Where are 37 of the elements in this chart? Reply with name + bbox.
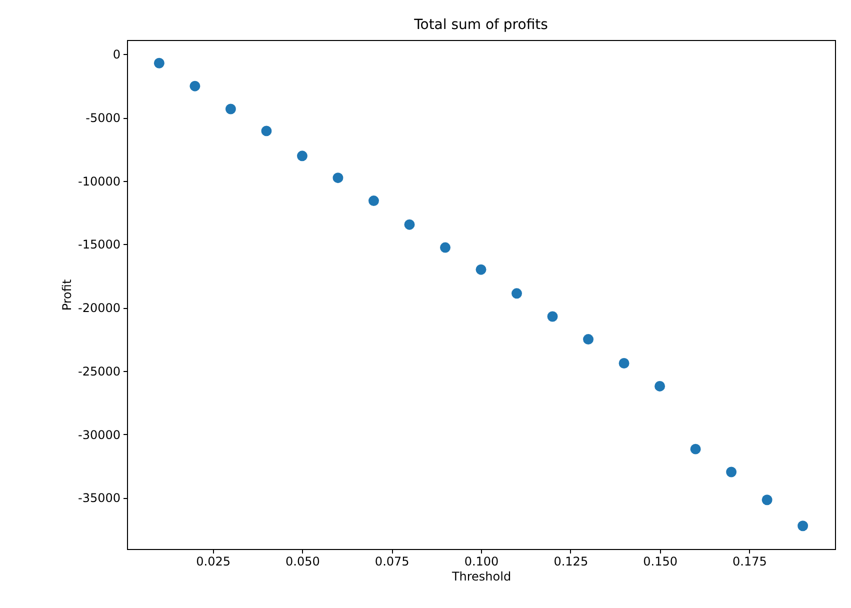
chart-title: Total sum of profits (413, 17, 548, 33)
point (296, 150, 308, 162)
point (440, 242, 450, 253)
y-axis-title: Profit (60, 279, 74, 311)
x-tick-label: 0.050 (286, 554, 320, 568)
point (261, 126, 272, 136)
point (654, 380, 666, 392)
x-tick-label: 0.125 (554, 554, 588, 568)
point (332, 172, 344, 184)
y-tick-label: -25000 (78, 364, 120, 378)
point (583, 334, 594, 345)
point (618, 358, 630, 368)
x-tick-label: 0.175 (732, 554, 767, 568)
point (726, 466, 737, 478)
y-tick-label: -10000 (78, 174, 120, 188)
point (190, 80, 200, 92)
point (154, 58, 164, 68)
y-tick-label: -30000 (78, 428, 120, 442)
point (512, 288, 522, 299)
y-tick-label: -15000 (78, 238, 120, 252)
y-tick-label: 0 (112, 48, 120, 62)
x-tick-label: 0.025 (196, 554, 230, 568)
point (690, 444, 701, 454)
point (762, 494, 772, 506)
point (368, 196, 379, 206)
x-tick-label: 0.075 (374, 554, 410, 568)
point (798, 520, 808, 532)
point (476, 264, 486, 275)
point (547, 311, 558, 322)
y-tick-label: -20000 (78, 301, 120, 316)
x-tick-label: 0.100 (464, 554, 499, 568)
point (404, 219, 415, 230)
x-tick-label: 0.150 (643, 554, 678, 568)
point (225, 104, 236, 114)
x-axis-title: Threshold (450, 570, 512, 584)
y-tick-label: -5000 (86, 111, 120, 126)
y-tick-label: -35000 (78, 491, 120, 506)
